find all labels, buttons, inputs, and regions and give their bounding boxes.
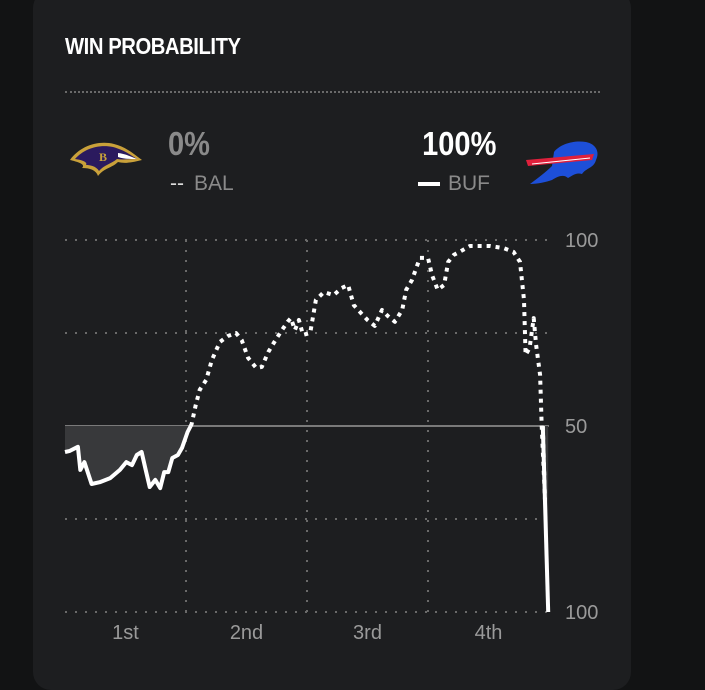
x-tick-label: 1st bbox=[112, 622, 139, 644]
bal-win-pct: 0% bbox=[168, 125, 210, 162]
bal-abbr: BAL bbox=[194, 172, 234, 195]
bal-probability-line bbox=[188, 244, 547, 502]
buf-abbr: BUF bbox=[448, 172, 490, 195]
buf-probability-line bbox=[540, 425, 551, 613]
title-divider bbox=[65, 91, 600, 93]
win-probability-chart: 100 50 100 1st 2nd 3rd 4th bbox=[64, 230, 598, 644]
x-tick-label: 4th bbox=[475, 622, 503, 644]
buf-win-pct: 100% bbox=[421, 125, 496, 162]
svg-text:B: B bbox=[99, 150, 107, 164]
x-tick-label: 3rd bbox=[353, 622, 382, 644]
buf-probability-line bbox=[64, 425, 193, 491]
ravens-logo-icon: B bbox=[70, 142, 142, 176]
y-tick-label: 100 bbox=[565, 602, 598, 624]
dotted-line-marker: -- bbox=[170, 172, 184, 195]
x-tick-label: 2nd bbox=[230, 622, 263, 644]
bills-logo-icon bbox=[526, 141, 598, 184]
buf-legend: BUF bbox=[418, 172, 490, 196]
bal-legend: -- BAL bbox=[170, 172, 234, 196]
card-title: WIN PROBABILITY bbox=[65, 33, 241, 59]
solid-line-marker bbox=[418, 182, 440, 187]
y-tick-label: 50 bbox=[565, 416, 587, 438]
buf-favored-area bbox=[65, 426, 191, 489]
y-tick-label: 100 bbox=[565, 230, 598, 252]
